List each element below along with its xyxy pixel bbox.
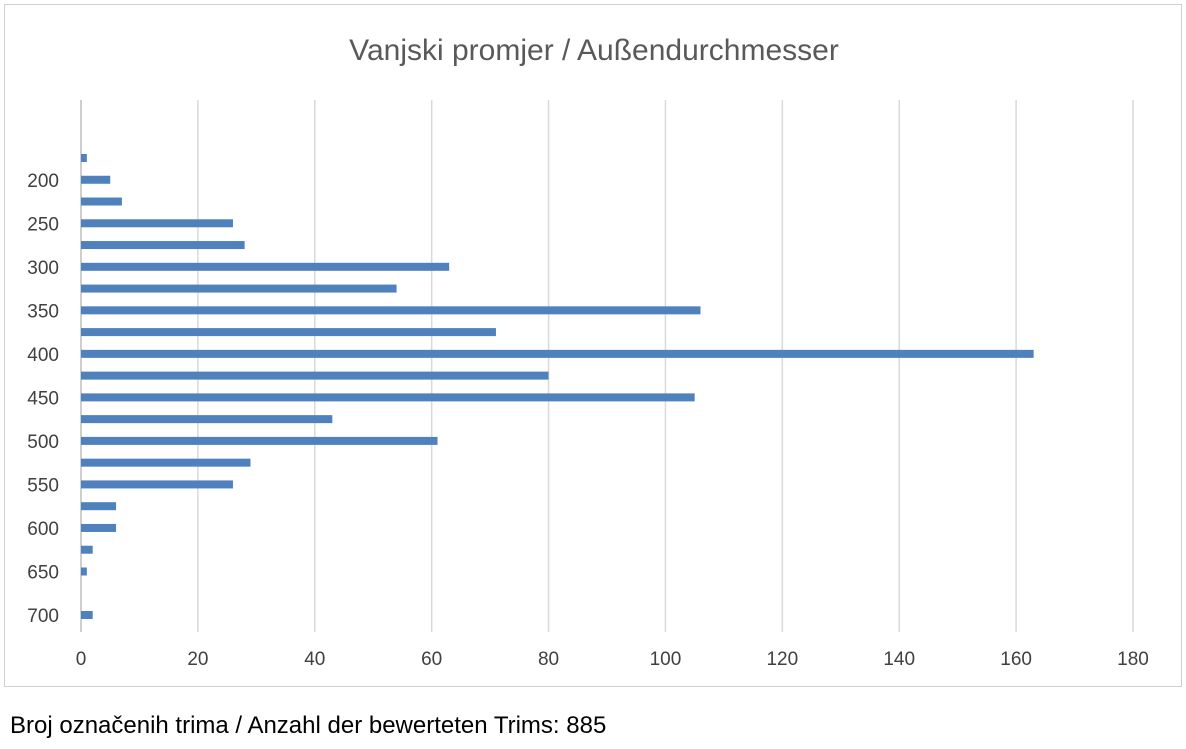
bar-625 — [81, 545, 93, 554]
bar-325 — [81, 284, 397, 293]
bars — [81, 154, 1034, 619]
bar-575 — [81, 502, 117, 511]
bar-425 — [81, 371, 549, 380]
bar-375 — [81, 328, 496, 337]
y-tick-label: 700 — [27, 606, 59, 627]
y-tick-label: 500 — [27, 432, 59, 453]
x-tick-label: 100 — [650, 649, 682, 670]
bar-chart: Vanjski promjer / Außendurchmesser 20025… — [27, 34, 1149, 670]
bar-475 — [81, 415, 333, 424]
bar-350 — [81, 306, 701, 315]
bar-200 — [81, 175, 111, 184]
x-tick-label: 20 — [187, 649, 208, 670]
bar-525 — [81, 458, 251, 467]
y-tick-label: 350 — [27, 301, 59, 322]
grid-lines — [80, 100, 1134, 632]
y-tick-label: 550 — [27, 475, 59, 496]
x-tick-label: 80 — [538, 649, 559, 670]
chart-area: Vanjski promjer / Außendurchmesser 200 25… — [4, 4, 1182, 687]
y-tick-label: 650 — [27, 562, 59, 583]
y-tick-label: 600 — [27, 519, 59, 540]
chart-title: Vanjski promjer / Außendurchmesser — [349, 34, 839, 67]
x-tick-label: 0 — [76, 649, 87, 670]
bar-450 — [81, 393, 695, 402]
bar-700 — [81, 611, 93, 619]
y-tick-label: 400 — [27, 345, 59, 366]
y-tick-label: 450 — [27, 388, 59, 409]
bar-550 — [81, 480, 233, 489]
y-tick-label: 200 — [27, 171, 59, 192]
bar-500 — [81, 436, 438, 445]
bar-275 — [81, 241, 245, 250]
x-tick-label: 180 — [1117, 649, 1149, 670]
x-tick-label: 120 — [766, 649, 798, 670]
x-tick-label: 40 — [304, 649, 325, 670]
x-axis-ticks: 0 20 40 60 80 100 120 140 160 180 — [76, 649, 1149, 670]
y-axis-ticks: 200 250 300 350 400 450 500 550 600 650 700 — [27, 171, 59, 627]
x-tick-label: 60 — [421, 649, 442, 670]
y-tick-label: 300 — [27, 258, 59, 279]
bar-650 — [81, 567, 87, 576]
bar-400 — [81, 349, 1034, 358]
bar-225 — [81, 197, 122, 206]
x-tick-label: 140 — [883, 649, 915, 670]
y-tick-label: 250 — [27, 214, 59, 235]
rating-count-caption: Broj označenih trima / Anzahl der bewert… — [10, 712, 607, 739]
bar-175 — [81, 154, 87, 162]
bar-250 — [81, 219, 233, 228]
bar-300 — [81, 262, 450, 271]
x-tick-label: 160 — [1000, 649, 1032, 670]
bar-600 — [81, 523, 117, 532]
